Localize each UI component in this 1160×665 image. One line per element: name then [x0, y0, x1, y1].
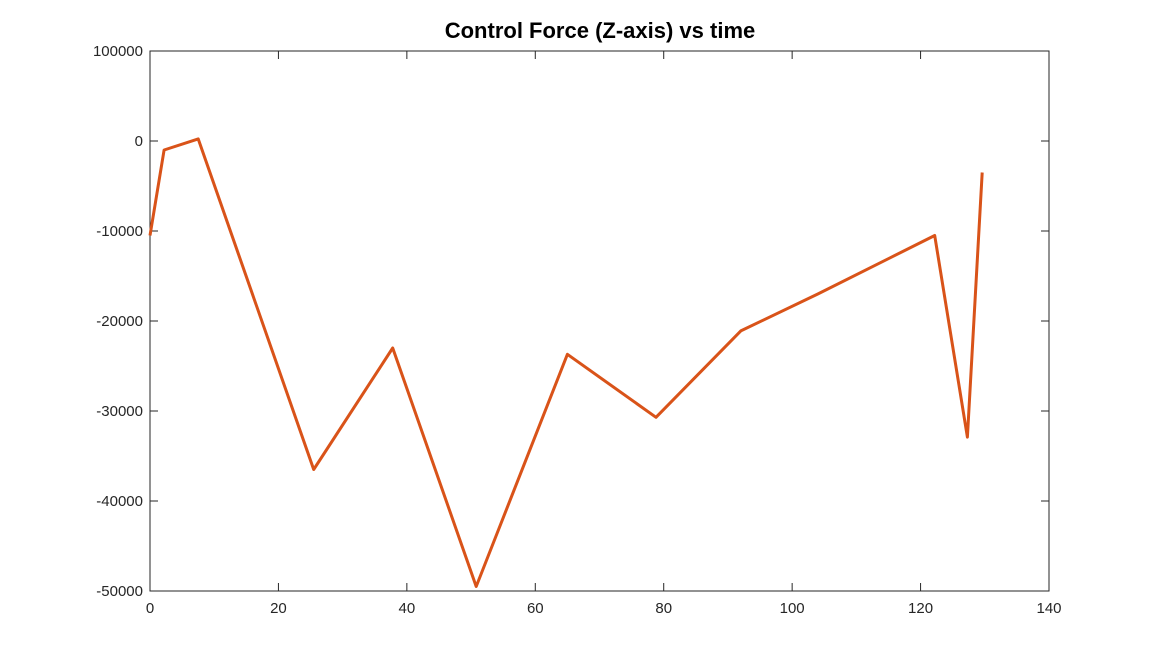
x-tick-label: 0 [146, 600, 154, 617]
y-tick-label: -30000 [96, 403, 143, 420]
plot-area: 0 20 40 60 80 100 120 140 -50000 -40000 -30000 -200… [93, 43, 1062, 617]
chart-title: Control Force (Z-axis) vs time [445, 18, 756, 43]
y-tick-label: -10000 [96, 223, 143, 240]
x-tick-label: 60 [527, 600, 544, 617]
axes-box [149, 50, 1050, 592]
y-tick-label: -40000 [96, 493, 143, 510]
y-tick-label: 0 [135, 133, 143, 150]
x-tick-label: 80 [655, 600, 672, 617]
x-tick-label: 120 [908, 600, 933, 617]
x-tick-label: 140 [1036, 600, 1061, 617]
x-tick-label: 100 [780, 600, 805, 617]
x-tick-label: 20 [270, 600, 287, 617]
x-tick-label: 40 [399, 600, 416, 617]
y-tick-label: -20000 [96, 313, 143, 330]
y-tick-label: 100000 [93, 43, 143, 60]
series-line-1 [148, 137, 984, 588]
y-tick-label: -50000 [96, 583, 143, 600]
